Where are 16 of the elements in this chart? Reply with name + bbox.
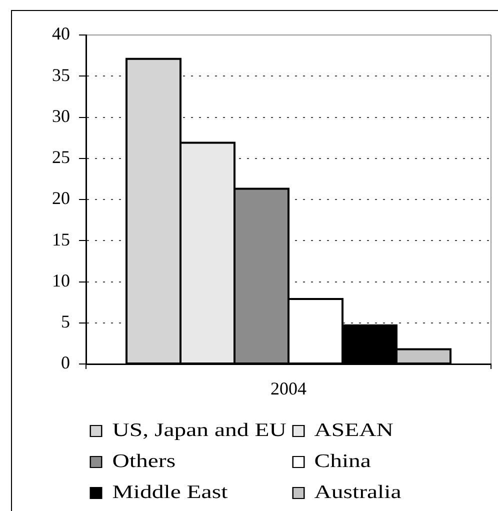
legend-label: Middle East — [112, 482, 228, 503]
legend-label: Others — [112, 451, 176, 472]
y-tick-label: 25 — [52, 147, 70, 168]
legend-label: Australia — [314, 482, 402, 503]
legend-label: ASEAN — [314, 420, 394, 441]
y-tick-label: 10 — [52, 270, 70, 290]
y-tick-label: 15 — [52, 229, 70, 250]
y-tick-label: 40 — [52, 24, 70, 44]
legend-label: China — [314, 451, 371, 472]
legend-label: US, Japan and EU — [112, 420, 286, 441]
y-tick-label: 35 — [52, 64, 70, 85]
y-tick-label: 5 — [61, 312, 70, 332]
y-tick-label: 20 — [52, 188, 70, 208]
x-tick-label: 2004 — [270, 378, 306, 399]
y-tick-label: 0 — [61, 352, 70, 373]
y-tick-label: 30 — [52, 106, 70, 126]
